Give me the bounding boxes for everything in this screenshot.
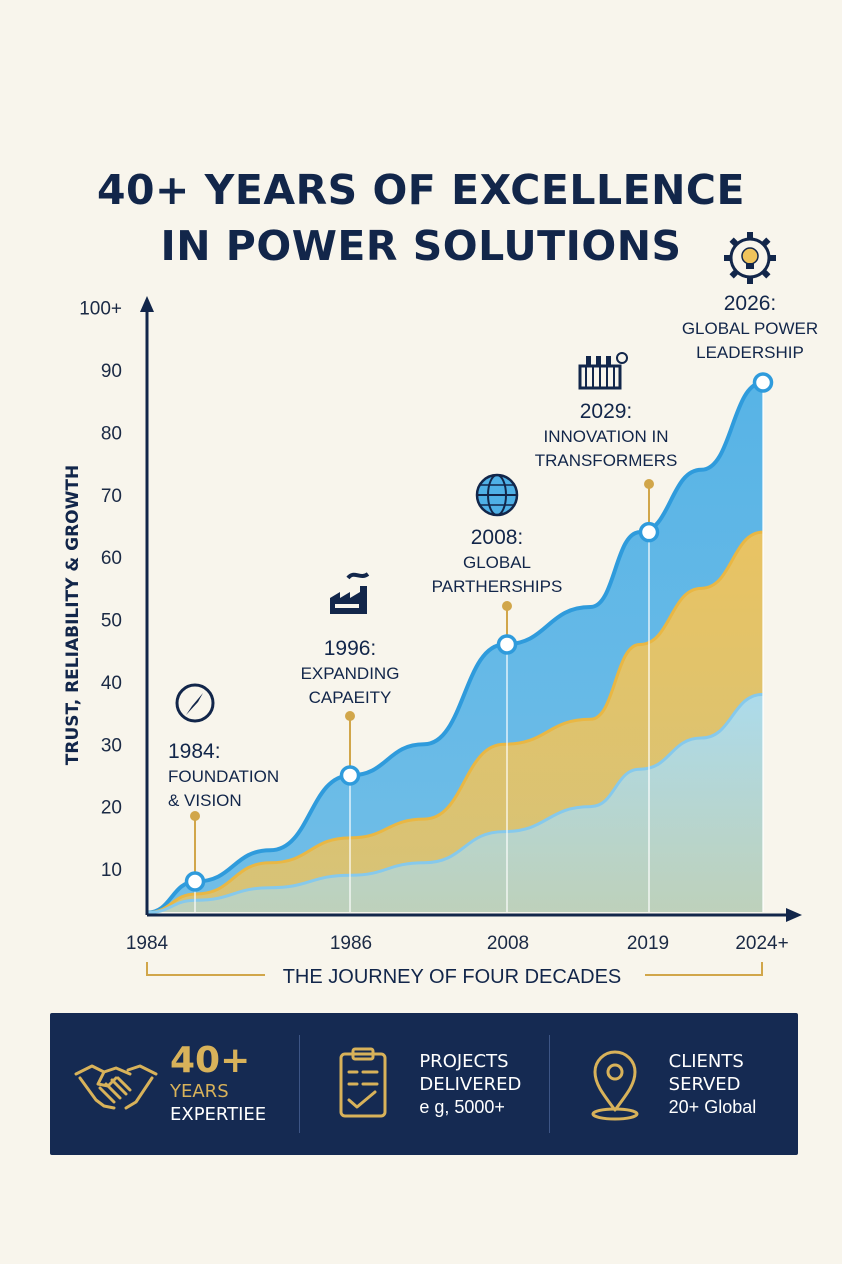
y-axis-arrow-icon	[140, 296, 154, 312]
y-tick-label: 80	[101, 423, 122, 444]
x-caption-bracket	[146, 962, 763, 976]
milestone: 2026: GLOBAL POWER LEADERSHIP	[682, 232, 818, 912]
stat-years: 40+ YEARS EXPERTIEE	[50, 1013, 299, 1155]
milestone-label: TRANSFORMERS	[535, 451, 678, 470]
factory-icon	[330, 572, 370, 614]
y-tick-label: 50	[101, 611, 122, 632]
milestone-label: PARTHERSHIPS	[432, 577, 563, 596]
milestone-label: GLOBAL POWER	[682, 319, 818, 338]
y-tick-label: 10	[101, 860, 122, 881]
milestone-marker	[339, 765, 361, 786]
series-3-area	[147, 694, 763, 913]
milestone: 2008: GLOBAL PARTHERSHIPS	[432, 473, 563, 912]
stat-years-sub: EXPERTIEE	[170, 1104, 267, 1125]
milestone-marker	[638, 521, 660, 543]
milestone-year: 2026:	[724, 292, 777, 315]
x-tick-label: 2008	[487, 933, 529, 954]
y-tick-label: 60	[101, 548, 122, 569]
stats-footer: 40+ YEARS EXPERTIEE PROJECTS DELIVERED e…	[50, 1013, 798, 1155]
series-1-line	[146, 380, 764, 915]
gear-bulb-icon	[724, 232, 776, 284]
y-tick-labels: 10 20 30 40 50 60 70 80 90 100+	[79, 299, 122, 881]
page-title: 40+ YEARS OF EXCELLENCE IN POWER SOLUTIO…	[0, 162, 842, 274]
stat-projects-label-2: DELIVERED	[419, 1073, 522, 1095]
milestone-label: EXPANDING	[301, 664, 400, 683]
x-tick-label: 1984	[126, 933, 169, 954]
milestone: 2029: INNOVATION IN TRANSFORMERS	[535, 352, 678, 912]
milestone-year: 2029:	[580, 400, 633, 423]
axes	[140, 296, 802, 922]
y-tick-label: 20	[101, 798, 122, 819]
growth-chart: 10 20 30 40 50 60 70 80 90 100+ 1984 1986 2008 2019 2…	[63, 232, 818, 988]
milestone-label: CAPAEITY	[309, 688, 392, 707]
x-tick-label: 2019	[627, 933, 669, 954]
y-axis-label: TRUST, RELIABILITY & GROWTH	[63, 465, 83, 765]
milestone-marker	[496, 634, 518, 655]
milestone-marker	[752, 372, 774, 393]
milestone-label: FOUNDATION	[168, 767, 279, 786]
stat-years-label: YEARS	[170, 1081, 229, 1102]
stat-years-number: 40+	[170, 1040, 251, 1081]
milestone: 1984: FOUNDATION & VISION	[168, 683, 279, 912]
stat-clients: CLIENTS SERVED 20+ Global	[548, 1013, 798, 1155]
milestone-year: 1996:	[324, 637, 377, 660]
y-tick-label: 40	[101, 673, 122, 694]
handshake-icon	[74, 1064, 158, 1110]
globe-icon	[475, 473, 519, 517]
title-line-1: 40+ YEARS OF EXCELLENCE	[96, 166, 746, 214]
y-tick-label: 90	[101, 361, 122, 382]
x-axis-caption: THE JOURNEY OF FOUR DECADES	[283, 966, 622, 988]
milestone-year: 2008:	[471, 526, 524, 549]
clipboard-icon	[339, 1047, 387, 1118]
x-axis-arrow-icon	[786, 908, 802, 922]
milestone-pin-icon	[502, 601, 512, 611]
series-2-line	[146, 530, 764, 915]
y-tick-label: 100+	[79, 299, 122, 320]
milestone-year: 1984:	[168, 740, 221, 763]
milestone-label: INNOVATION IN	[544, 427, 669, 446]
stat-clients-label-1: CLIENTS	[668, 1050, 744, 1072]
milestone-label: GLOBAL	[463, 553, 531, 572]
milestone-label: LEADERSHIP	[696, 343, 804, 362]
stat-projects-value: e g, 5000+	[419, 1096, 505, 1117]
area-layer	[146, 380, 764, 915]
y-tick-label: 30	[101, 735, 122, 756]
milestone: 1996: EXPANDING CAPAEITY	[301, 572, 400, 912]
title-line-2: IN POWER SOLUTIONS	[160, 222, 682, 270]
stat-projects-label-1: PROJECTS	[419, 1050, 509, 1072]
milestone-marker	[184, 871, 206, 892]
compass-icon	[175, 683, 215, 723]
location-pin-icon	[591, 1050, 639, 1121]
transformer-icon	[578, 352, 628, 390]
milestone-pin-icon	[644, 479, 654, 489]
milestone-label: & VISION	[168, 791, 242, 810]
y-tick-label: 70	[101, 486, 122, 507]
stat-projects: PROJECTS DELIVERED e g, 5000+	[299, 1013, 548, 1155]
milestones: 1984: FOUNDATION & VISION 1996: EXPANDING CAP…	[168, 232, 818, 912]
stat-clients-value: 20+ Global	[668, 1096, 757, 1117]
milestone-pin-icon	[345, 711, 355, 721]
milestone-pin-icon	[190, 811, 200, 821]
stat-clients-label-2: SERVED	[668, 1073, 741, 1095]
x-tick-label: 2024+	[735, 933, 788, 954]
x-tick-label: 1986	[330, 933, 372, 954]
x-tick-labels: 1984 1986 2008 2019 2024+	[126, 933, 789, 954]
series-3-line	[146, 692, 764, 915]
